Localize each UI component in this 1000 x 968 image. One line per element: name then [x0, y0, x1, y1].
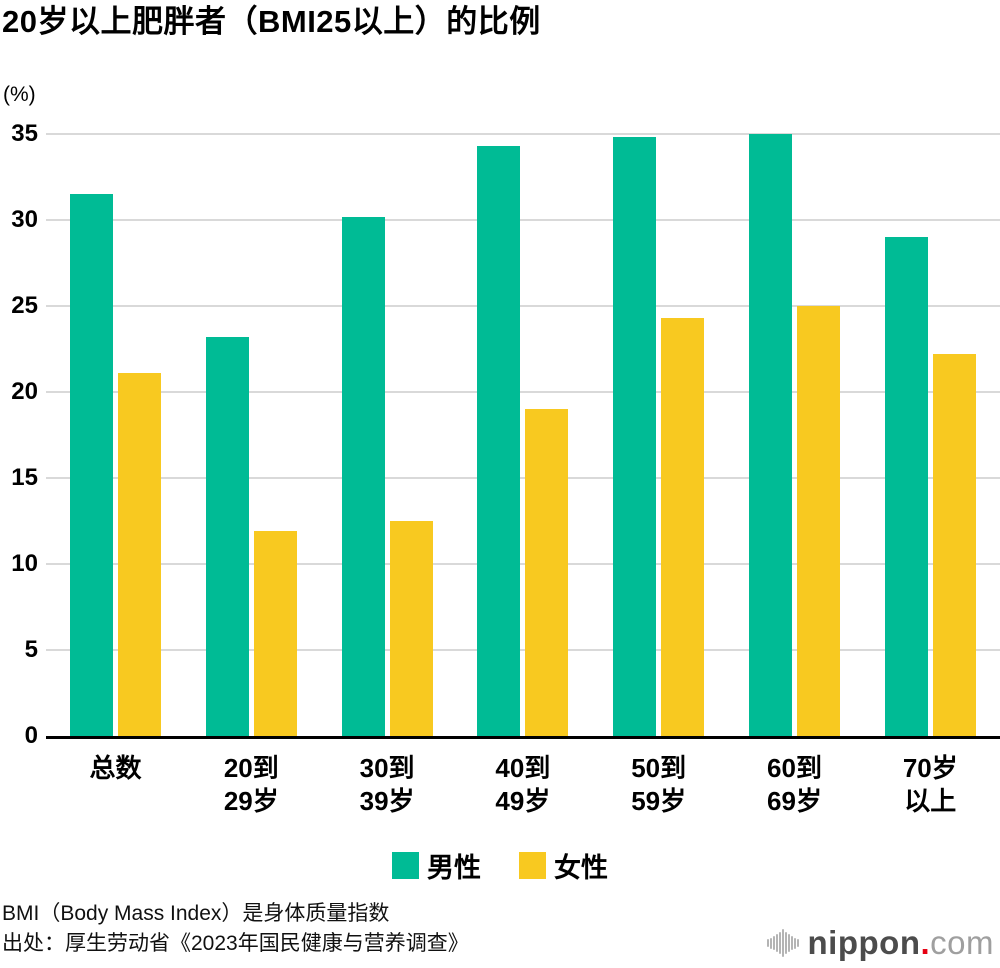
y-tick-label-35: 35 [11, 120, 38, 147]
x-axis-line [46, 736, 1000, 739]
gridline-y-30 [46, 219, 1000, 221]
gridline-y-10 [46, 563, 1000, 565]
legend-swatch-male [392, 852, 419, 879]
x-axis-label-2: 30到 39岁 [359, 753, 415, 816]
x-axis-label-0: 总数 [89, 753, 142, 783]
bar-male-1 [205, 336, 249, 736]
gridline-y-5 [46, 649, 1000, 651]
bar-female-4 [661, 318, 705, 736]
y-tick-label-0: 0 [24, 722, 38, 749]
logo-text: nippon.com [808, 925, 994, 961]
y-tick-label-20: 20 [11, 378, 38, 405]
bar-male-0 [70, 194, 113, 736]
bar-male-3 [477, 146, 521, 736]
footnote: BMI（Body Mass Index）是身体质量指数 出处：厚生劳动省《202… [2, 899, 469, 959]
bar-male-2 [341, 216, 385, 736]
bar-female-5 [797, 306, 840, 736]
y-tick-label-10: 10 [11, 550, 38, 577]
logo-text-com: com [930, 924, 994, 961]
legend-label-male: 男性 [427, 853, 481, 883]
gridline-y-35 [46, 133, 1000, 135]
x-axis-label-1: 20到 29岁 [223, 753, 279, 816]
bar-male-6 [884, 237, 928, 736]
logo-text-nippon: nippon [807, 924, 921, 961]
x-axis-label-5: 60到 69岁 [767, 753, 822, 816]
y-axis-unit-label: (%) [3, 83, 36, 106]
chart-title: 20岁以上肥胖者（BMI25以上）的比例 [2, 4, 541, 39]
bar-female-6 [932, 354, 976, 736]
gridline-y-20 [46, 391, 1000, 393]
bar-female-2 [389, 521, 433, 736]
bar-female-3 [525, 409, 569, 736]
bar-male-5 [749, 134, 792, 736]
logo-dot: . [920, 924, 931, 961]
gridline-y-25 [46, 305, 1000, 307]
x-axis-label-3: 40到 49岁 [495, 753, 551, 816]
soundwave-icon [766, 929, 799, 957]
legend-item-male: 男性 [392, 846, 481, 885]
legend: 男性 女性 [0, 846, 1000, 885]
y-tick-label-15: 15 [11, 464, 38, 491]
bar-female-1 [253, 531, 297, 736]
footnote-line-1: BMI（Body Mass Index）是身体质量指数 [2, 902, 390, 925]
legend-item-female: 女性 [519, 846, 608, 885]
legend-label-female: 女性 [554, 853, 608, 883]
y-tick-label-5: 5 [24, 636, 38, 663]
x-axis-label-4: 50到 59岁 [631, 753, 687, 816]
bar-male-4 [613, 137, 657, 736]
bar-female-0 [118, 373, 161, 736]
legend-swatch-female [519, 852, 546, 879]
nippon-logo: nippon.com [766, 924, 994, 962]
y-tick-label-30: 30 [11, 206, 38, 233]
gridline-y-15 [46, 477, 1000, 479]
x-axis-label-6: 70岁 以上 [902, 753, 958, 816]
y-tick-label-25: 25 [11, 292, 38, 319]
footnote-line-2: 出处：厚生劳动省《2023年国民健康与营养调查》 [2, 932, 469, 955]
